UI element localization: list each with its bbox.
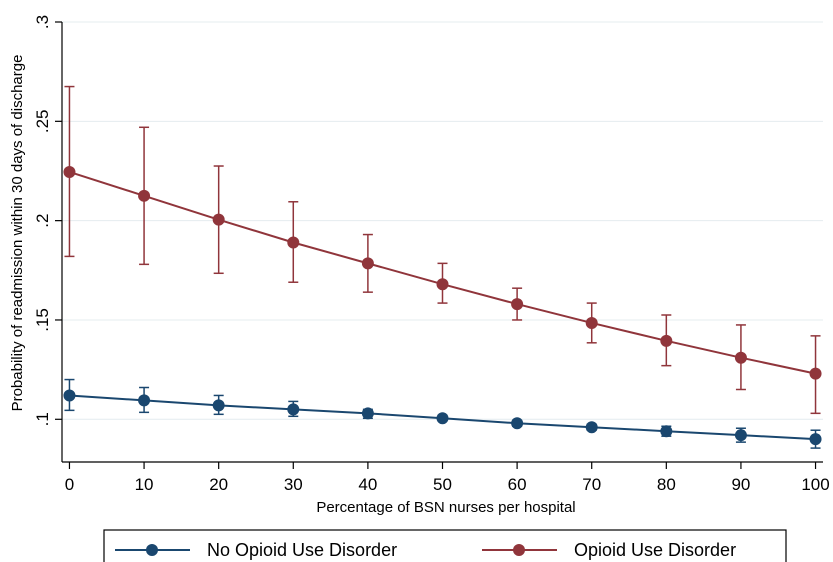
- data-point: [809, 433, 822, 446]
- data-point: [212, 213, 225, 226]
- data-point: [138, 394, 151, 407]
- data-point: [436, 412, 449, 425]
- y-tick-label: .3: [33, 15, 52, 29]
- data-point: [436, 278, 449, 291]
- data-point: [585, 421, 598, 434]
- data-point: [138, 189, 151, 202]
- legend: No Opioid Use Disorder Opioid Use Disord…: [103, 529, 787, 562]
- series-layer: [63, 85, 822, 449]
- series-0: [63, 378, 822, 449]
- data-point: [287, 236, 300, 249]
- x-axis-ticks: 0 10 20 30 40 50 60 70 80 90 100: [65, 462, 830, 494]
- legend-marker-oud: [513, 544, 525, 556]
- x-tick-label: 20: [209, 475, 228, 494]
- data-point: [361, 257, 374, 270]
- x-tick-label: 50: [433, 475, 452, 494]
- gridlines: [62, 21, 823, 420]
- y-tick-label: .25: [33, 110, 52, 134]
- x-tick-label: 70: [582, 475, 601, 494]
- data-point: [660, 425, 673, 438]
- legend-label-oud: Opioid Use Disorder: [574, 540, 736, 560]
- y-tick-label: .15: [33, 308, 52, 332]
- data-point: [361, 407, 374, 420]
- data-point: [212, 399, 225, 412]
- data-point: [809, 367, 822, 380]
- x-axis-title: Percentage of BSN nurses per hospital: [316, 499, 575, 516]
- x-tick-label: 90: [731, 475, 750, 494]
- data-point: [287, 403, 300, 416]
- y-tick-label: .1: [33, 412, 52, 426]
- data-point: [734, 429, 747, 442]
- x-tick-label: 10: [135, 475, 154, 494]
- legend-marker-no-oud: [146, 544, 158, 556]
- y-axis-ticks: .1 .15 .2 .25 .3: [33, 15, 62, 426]
- x-tick-label: 100: [801, 475, 829, 494]
- x-tick-label: 40: [358, 475, 377, 494]
- x-tick-label: 60: [508, 475, 527, 494]
- data-point: [734, 351, 747, 364]
- data-point: [63, 165, 76, 178]
- data-point: [511, 298, 524, 311]
- x-tick-label: 0: [65, 475, 74, 494]
- data-point: [511, 417, 524, 430]
- legend-label-no-oud: No Opioid Use Disorder: [207, 540, 397, 560]
- y-axis-title: Probability of readmission within 30 day…: [9, 55, 26, 412]
- data-point: [63, 389, 76, 402]
- series-1: [63, 85, 822, 415]
- data-point: [660, 334, 673, 347]
- y-tick-label: .2: [33, 214, 52, 228]
- x-tick-label: 30: [284, 475, 303, 494]
- x-tick-label: 80: [657, 475, 676, 494]
- legend-box: [103, 529, 787, 562]
- data-point: [585, 316, 598, 329]
